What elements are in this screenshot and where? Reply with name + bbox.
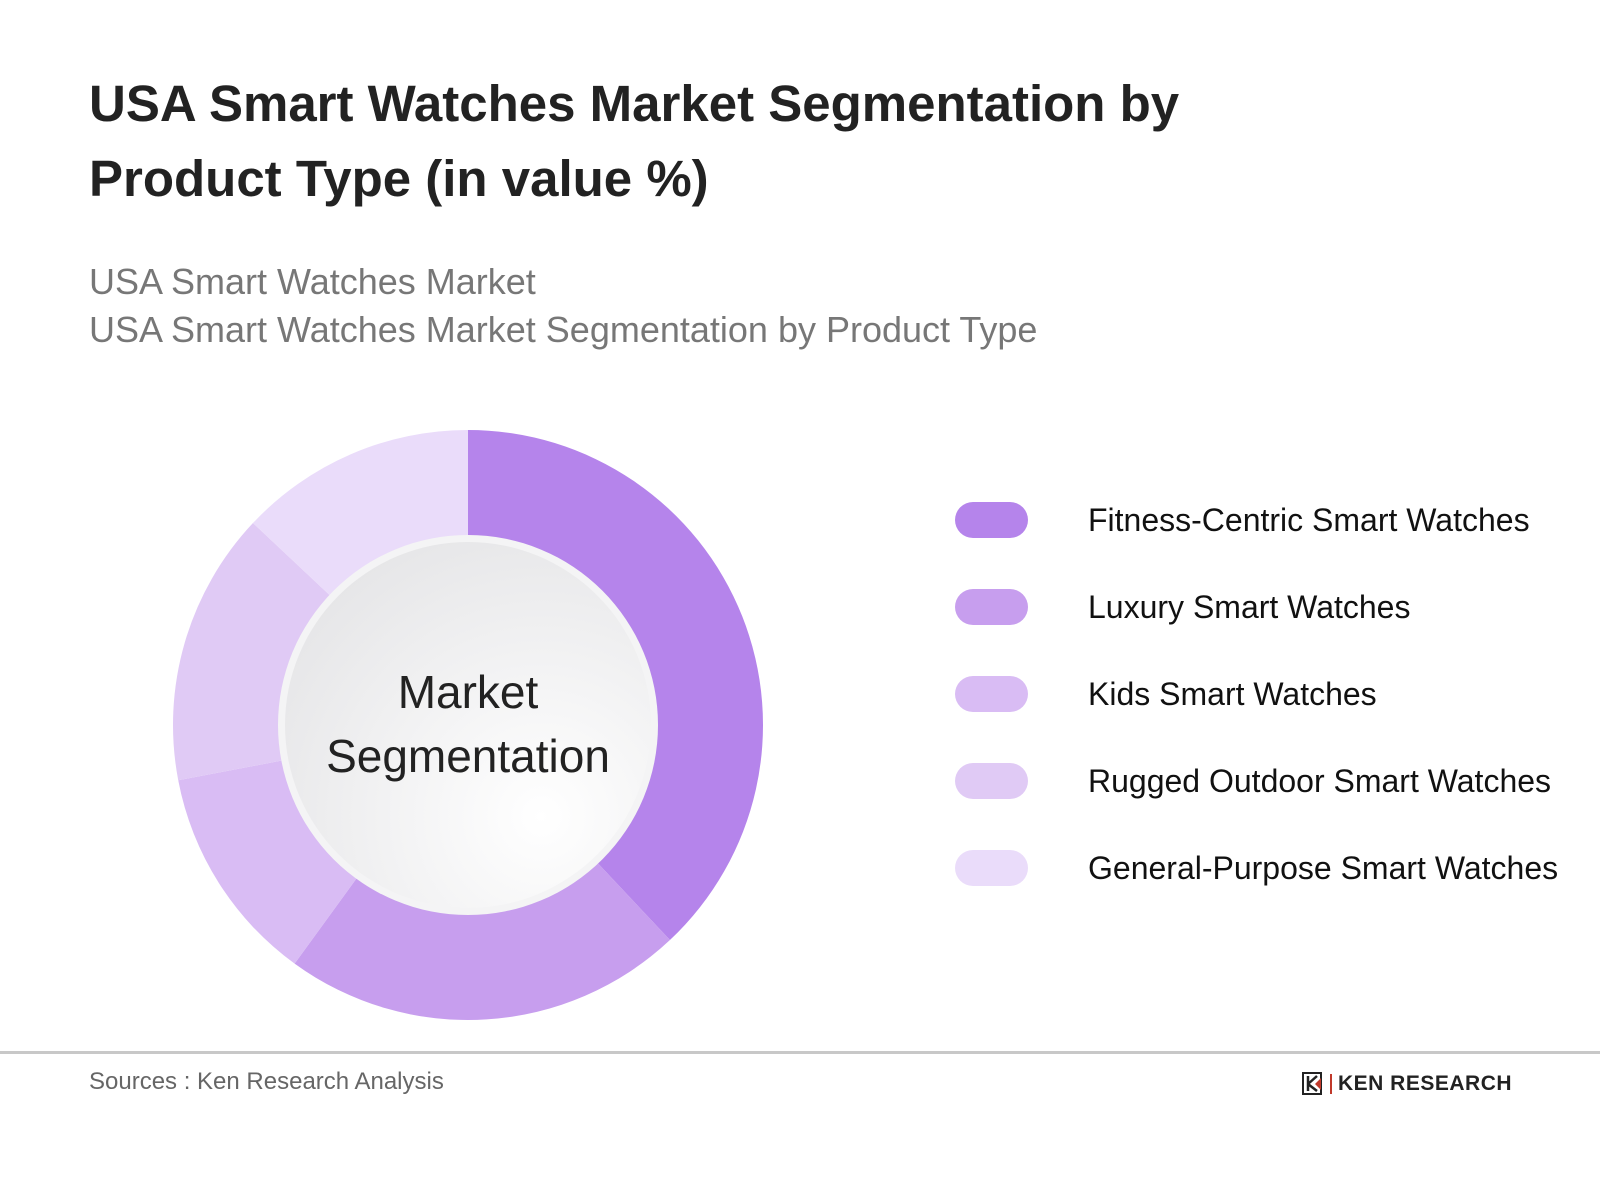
page-title: USA Smart Watches Market Segmentation by…: [89, 75, 1180, 207]
donut-slice-4: [173, 523, 334, 781]
legend-label: Rugged Outdoor Smart Watches: [1088, 763, 1552, 799]
legend-swatch: [955, 850, 1028, 886]
legend-swatch: [955, 589, 1028, 625]
donut-slice-1: [468, 430, 763, 941]
ken-research-logo: KEN RESEARCH: [1302, 1072, 1512, 1096]
legend-label: General-Purpose Smart Watches: [1088, 850, 1559, 886]
center-label: Market Segmentation: [326, 666, 610, 782]
logo-text: KEN RESEARCH: [1338, 1072, 1513, 1095]
donut-slice-5: [252, 430, 468, 599]
footer-divider: [0, 1051, 1600, 1054]
legend-label: Fitness-Centric Smart Watches: [1088, 502, 1530, 538]
donut-slice-2: [294, 859, 670, 1020]
legend-swatch: [955, 676, 1028, 712]
legend-swatch: [955, 502, 1028, 538]
legend-label: Kids Smart Watches: [1088, 676, 1377, 712]
source-note: Sources : Ken Research Analysis: [89, 1068, 444, 1095]
donut-slice-3: [178, 759, 360, 964]
ken-logo-icon: [1302, 1072, 1322, 1095]
subtitle-line-2: USA Smart Watches Market Segmentation by…: [89, 309, 1038, 350]
donut-hole: [285, 542, 651, 908]
subtitle-line-1: USA Smart Watches Market: [89, 261, 536, 302]
subtitle: USA Smart Watches Market USA Smart Watch…: [89, 258, 1037, 354]
legend-swatch: [955, 763, 1028, 799]
logo-separator: [1330, 1074, 1332, 1094]
legend-label: Luxury Smart Watches: [1088, 589, 1411, 625]
